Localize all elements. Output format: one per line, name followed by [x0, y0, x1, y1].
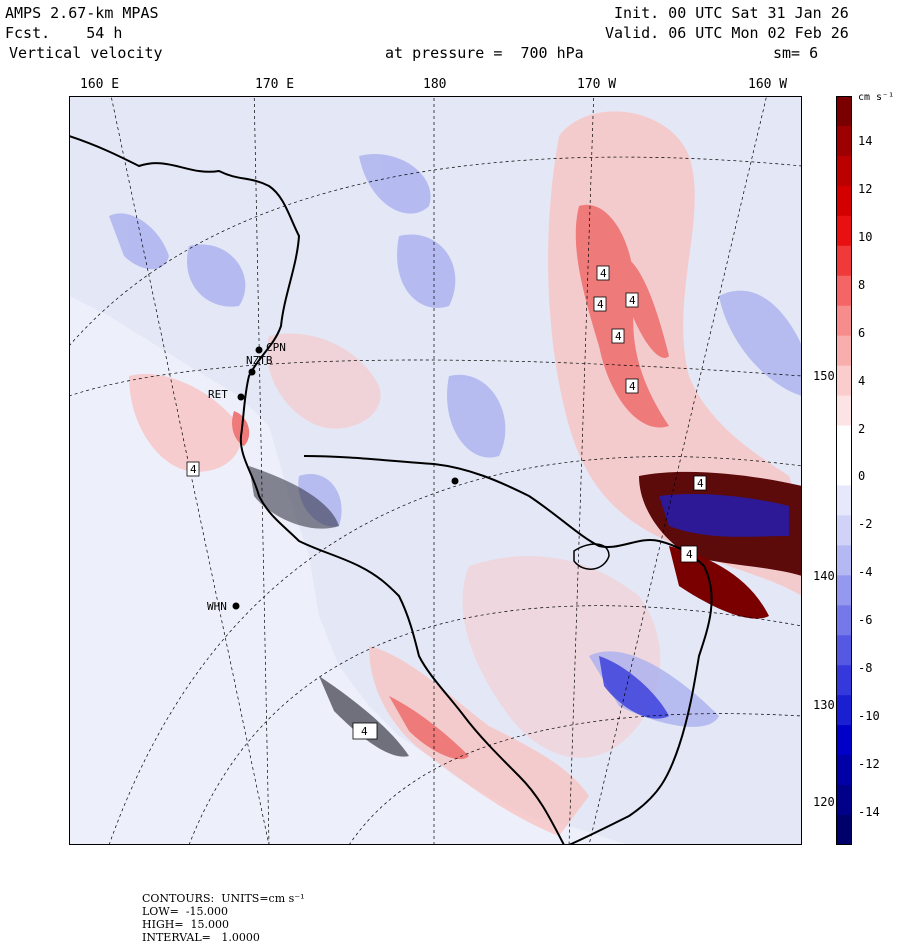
init-time: Init. 00 UTC Sat 31 Jan 26 [614, 4, 849, 22]
colorbar-segment [836, 635, 852, 666]
lon-label-180: 180 [423, 77, 447, 92]
colorbar-unit: cm s⁻¹ [858, 92, 895, 103]
max-box-7: 4 [186, 461, 200, 477]
svg-text:4: 4 [629, 380, 636, 393]
colorbar-segment [836, 335, 852, 367]
forecast-hour: Fcst. 54 h [5, 24, 123, 42]
colorbar-segment [836, 395, 852, 427]
map-frame [69, 96, 802, 845]
max-box-6: 4 [693, 475, 707, 491]
valid-time: Valid. 06 UTC Mon 02 Feb 26 [605, 24, 849, 42]
lon-label-170w: 170 W [577, 77, 617, 92]
svg-text:4: 4 [190, 463, 197, 476]
colorbar-segment [836, 365, 852, 397]
colorbar-segment [836, 485, 852, 516]
station-label-nztb: NZTB [246, 354, 273, 367]
colorbar-tick-label: 10 [858, 229, 873, 244]
graticule [69, 96, 802, 845]
island-coast [573, 543, 610, 570]
colorbar-segment [836, 665, 852, 696]
colorbar-tick-label: -4 [858, 565, 873, 580]
svg-text:4: 4 [600, 267, 607, 280]
svg-text:4: 4 [697, 477, 704, 490]
field-name: Vertical velocity [9, 44, 163, 62]
colorbar-tick-label: 12 [858, 181, 873, 196]
strong-ascent-cores [232, 204, 669, 760]
colorbar-tick-label: 2 [858, 421, 866, 436]
colorbar-segment [836, 545, 852, 576]
lon-label-160e: 160 E [80, 77, 120, 92]
svg-text:4: 4 [686, 548, 693, 561]
colorbar-segment [836, 185, 852, 217]
colorbar-tick-label: -10 [858, 709, 880, 724]
station-label-cpn: CPN [266, 341, 286, 354]
station-label-whn: WHN [207, 600, 227, 613]
colorbar-segment [836, 425, 852, 457]
colorbar-segment [836, 575, 852, 606]
colorbar-segment [836, 695, 852, 726]
colorbar-frame [836, 96, 852, 845]
max-box-5: 4 [625, 378, 639, 394]
svg-text:4: 4 [361, 725, 368, 738]
colorbar-segment [836, 96, 852, 127]
coastline [69, 135, 565, 845]
vertical-velocity-map[interactable]: 4 4 4 4 4 4 4 4 4 [69, 96, 802, 845]
colorbar-segment [836, 605, 852, 636]
contour-units: CONTOURS: UNITS=cm s⁻¹ [142, 892, 305, 905]
max-box-2: 4 [593, 296, 607, 312]
colorbar-segment [836, 815, 852, 845]
colorbar [836, 96, 852, 845]
colorbar-tick-label: -8 [858, 661, 873, 676]
contour-interval: INTERVAL= 1.0000 [142, 931, 260, 944]
model-title: AMPS 2.67-km MPAS [5, 4, 159, 22]
contour-info: CONTOURS: UNITS=cm s⁻¹ LOW= -15.000 HIGH… [135, 879, 338, 944]
colorbar-tick-label: 0 [858, 469, 866, 484]
max-box-8: 4 [680, 545, 698, 563]
colorbar-segment [836, 725, 852, 756]
colorbar-segment [836, 155, 852, 187]
smoothing: sm= 6 [773, 44, 819, 62]
maxima-boxes: 4 4 4 4 4 4 4 4 4 [186, 265, 707, 740]
svg-text:4: 4 [629, 294, 636, 307]
lon-label-160w: 160 W [748, 77, 788, 92]
colorbar-tick-label: 4 [858, 373, 866, 388]
colorbar-tick-label: 8 [858, 277, 866, 292]
station-markers [232, 346, 459, 610]
colorbar-tick-label: 14 [858, 133, 873, 148]
max-box-4: 4 [611, 328, 625, 344]
svg-text:4: 4 [615, 330, 622, 343]
svg-text:4: 4 [597, 298, 604, 311]
colorbar-tick-label: -12 [858, 757, 880, 772]
colorbar-segment [836, 305, 852, 337]
colorbar-segment [836, 785, 852, 816]
colorbar-segment [836, 455, 852, 486]
colorbar-segment [836, 755, 852, 786]
lon-label-170e: 170 E [255, 77, 295, 92]
colorbar-tick-label: -14 [858, 805, 880, 820]
colorbar-segment [836, 275, 852, 307]
colorbar-tick-label: -6 [858, 613, 873, 628]
colorbar-segment [836, 125, 852, 157]
station-label-ret: RET [208, 388, 228, 401]
max-box-3: 4 [625, 292, 639, 308]
intense-cluster [249, 466, 802, 757]
max-box-9: 4 [352, 722, 378, 740]
ross-ice-shelf-edge [303, 455, 713, 845]
colorbar-segment [836, 515, 852, 546]
colorbar-segment [836, 245, 852, 277]
max-box-1: 4 [596, 265, 610, 281]
contour-high: HIGH= 15.000 [142, 918, 230, 931]
colorbar-tick-label: -2 [858, 517, 873, 532]
colorbar-segment [836, 215, 852, 247]
pressure-level: at pressure = 700 hPa [385, 44, 584, 62]
colorbar-tick-label: 6 [858, 325, 866, 340]
contour-low: LOW= -15.000 [142, 905, 229, 918]
